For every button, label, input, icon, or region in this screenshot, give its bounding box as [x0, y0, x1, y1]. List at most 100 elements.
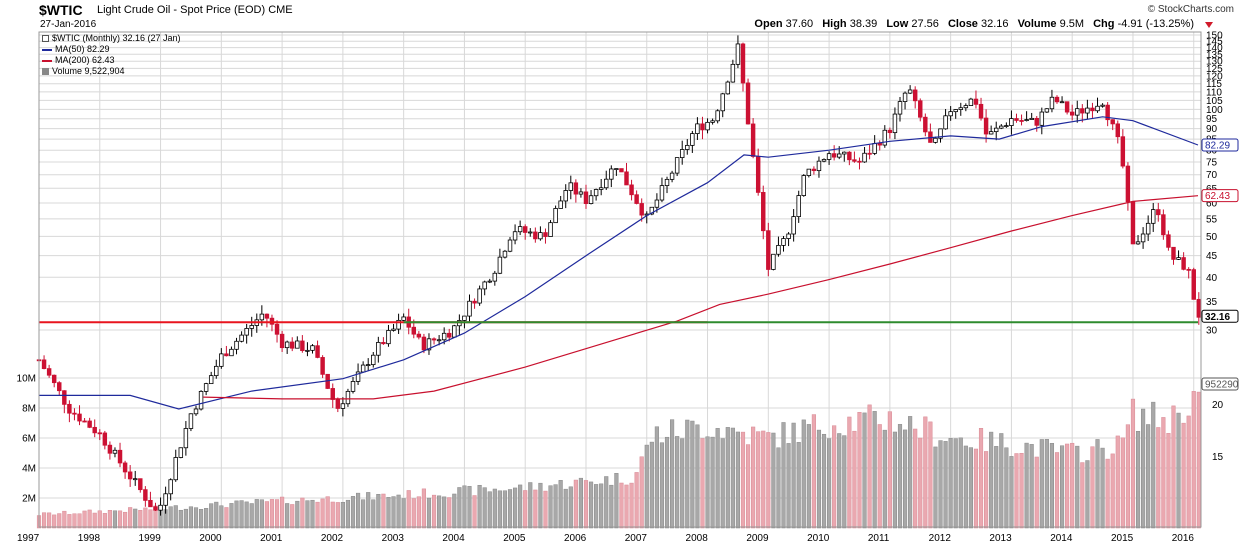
y-tick-label: 150	[1206, 31, 1223, 42]
candle-body	[1140, 233, 1146, 243]
candle-body	[918, 100, 923, 118]
volume-bar	[462, 485, 467, 529]
candle-body	[958, 107, 963, 110]
volume-bar	[305, 500, 310, 529]
candle-body	[274, 323, 280, 335]
candle-body	[588, 195, 594, 204]
volume-bar	[766, 432, 771, 529]
volume-bar	[244, 501, 249, 529]
volume-bar	[391, 496, 396, 529]
volume-bar	[178, 509, 183, 529]
candle-body	[214, 365, 219, 377]
volume-bar	[862, 412, 867, 529]
candle-body	[62, 390, 67, 405]
volume-bar	[168, 506, 173, 529]
candle-body	[548, 222, 553, 237]
candle-body	[553, 208, 558, 224]
ma200-badge: 62.43	[1201, 189, 1239, 203]
candle-body	[1115, 123, 1120, 138]
candle-body	[983, 117, 989, 135]
candle-body	[578, 191, 584, 195]
candle-body	[897, 101, 903, 115]
volume-bar	[943, 441, 948, 529]
volume-bar	[928, 421, 933, 529]
candle-body	[355, 371, 361, 382]
volume-tick-label: 4M	[22, 464, 36, 475]
candle-body	[310, 345, 315, 351]
candle-body	[619, 168, 624, 173]
x-tick-label: 2010	[807, 533, 830, 544]
volume-bar	[1080, 462, 1085, 529]
candle-body	[295, 340, 300, 349]
x-tick-label: 1997	[17, 533, 40, 544]
candle-body	[847, 151, 852, 161]
candle-body	[224, 353, 229, 357]
candle-body	[543, 232, 548, 237]
candle-body	[507, 239, 513, 252]
ohlc-summary: Open 37.60 High 38.39 Low 27.56 Close 32…	[754, 18, 1200, 30]
volume-bar	[923, 416, 928, 529]
volume-bar	[1120, 437, 1125, 529]
volume-bar	[41, 512, 47, 529]
exchange: CME	[268, 4, 293, 16]
volume-bar	[300, 497, 305, 529]
candle-body	[634, 194, 639, 204]
settings-icon	[42, 35, 49, 42]
volume-bar	[700, 438, 705, 529]
candle-body	[907, 89, 913, 94]
candle-body	[203, 383, 209, 392]
volume-bar	[249, 503, 254, 529]
volume-bar	[634, 472, 639, 529]
volume-bar	[538, 482, 543, 529]
volume-bar	[406, 490, 411, 529]
candle-body	[290, 341, 295, 349]
candle-body	[436, 339, 442, 342]
volume-bars	[36, 391, 1201, 529]
ma50-swatch	[42, 48, 52, 51]
candle-body	[1080, 108, 1085, 114]
candle-body	[87, 420, 92, 428]
legend-ma50-text: MA(50) 82.29	[55, 44, 110, 54]
volume-swatch	[42, 68, 49, 75]
volume-bar	[345, 499, 351, 529]
close-badge-text: 32.16	[1205, 312, 1230, 323]
candle-body	[279, 333, 285, 349]
candle-body	[659, 185, 665, 201]
x-tick-label: 2004	[442, 533, 465, 544]
candle-body	[1130, 201, 1136, 245]
candle-body	[360, 364, 366, 373]
volume-bar	[173, 505, 178, 529]
volume-bar	[1156, 427, 1161, 529]
ma200-swatch	[42, 59, 52, 62]
down-triangle-icon	[1205, 22, 1213, 28]
candle-body	[902, 92, 908, 102]
volume-bar	[234, 500, 239, 529]
candle-body	[219, 353, 224, 367]
volume-bar	[431, 494, 437, 529]
candle-body	[320, 357, 325, 375]
volume-bar	[214, 501, 219, 529]
candle-body	[831, 153, 837, 158]
candle-body	[1009, 118, 1014, 126]
volume-bar	[740, 431, 746, 529]
volume-bar	[533, 489, 538, 529]
volume-bar	[872, 411, 877, 529]
volume-bar	[1171, 405, 1176, 529]
candle-body	[472, 300, 477, 304]
volume-bar	[599, 483, 604, 529]
y-tick-label: 30	[1206, 326, 1218, 337]
candle-body	[1095, 105, 1100, 112]
volume-bar	[989, 431, 994, 529]
x-tick-label: 2013	[989, 533, 1012, 544]
volume-bar	[356, 492, 361, 529]
volume-bar	[1024, 442, 1029, 529]
volume-bar	[381, 493, 386, 529]
volume-bar	[193, 507, 199, 529]
volume-bar	[847, 416, 852, 529]
volume-bar	[472, 495, 477, 529]
candle-body	[92, 426, 97, 434]
candle-body	[431, 338, 437, 341]
volume-bar	[482, 487, 487, 529]
volume-bar	[644, 444, 649, 529]
volume-bar	[138, 510, 143, 529]
